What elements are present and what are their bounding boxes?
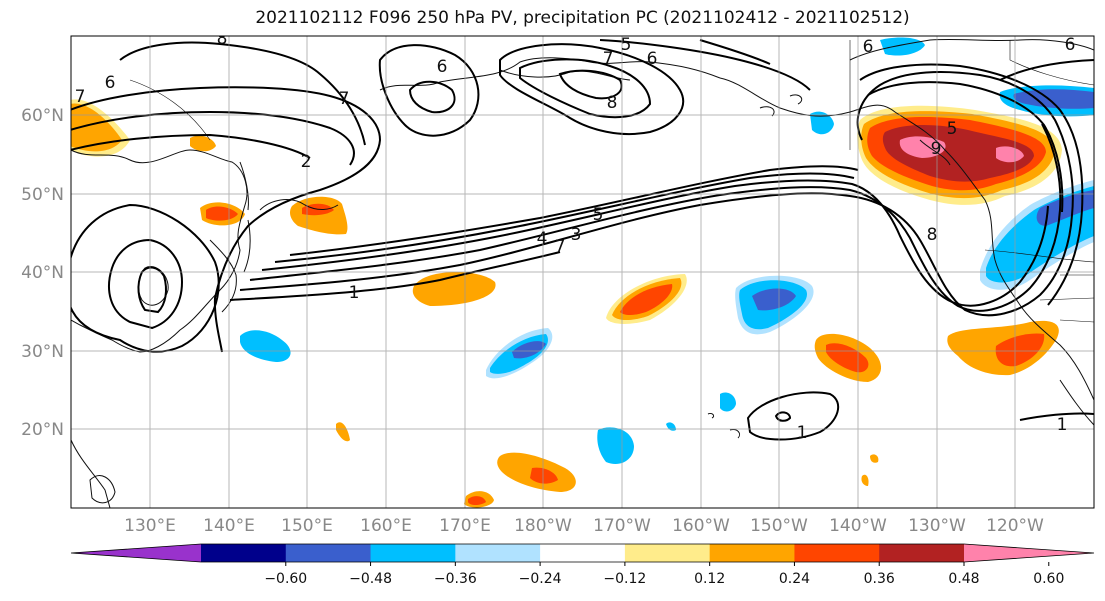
lon-label: 150°W [750,516,808,536]
lat-label-20n: 20°N [21,420,64,440]
contour-label: 1 [349,283,360,303]
pv-contours [71,39,1094,441]
colorbar-swatch [879,544,965,562]
colorbar-tick-label: 0.24 [779,571,810,587]
colorbar-swatch [285,544,372,562]
contour-label: 6 [105,73,116,93]
contour-label: 5 [621,35,632,55]
colorbar-tick-label: 0.48 [948,571,979,587]
contour-label: 6 [437,57,448,77]
contour-label: 7 [339,89,350,109]
colorbar-tick-label: −0.60 [264,571,307,587]
contour-label: 7 [75,87,86,107]
contour-label: 1 [797,423,808,443]
lon-label: 160°E [360,516,412,536]
colorbar: −0.60 −0.48 −0.36 −0.24 −0.12 0.12 0.24 0.36 0.4… [70,543,1095,587]
colorbar-tick-label: 0.60 [1033,571,1064,587]
contour-label: 9 [931,139,942,159]
lon-label: 140°W [829,516,887,536]
colorbar-swatch [794,544,880,562]
contour-label: 4 [537,229,548,249]
colorbar-tick-label: −0.24 [519,571,562,587]
contour-label: 7 [603,49,614,69]
lon-label: 170°W [593,516,651,536]
colorbar-swatch [709,544,795,562]
colorbar-tick-label: 0.12 [694,571,725,587]
map-title: 2021102112 F096 250 hPa PV, precipitatio… [255,8,910,28]
lon-label: 150°E [281,516,333,536]
colorbar-extension-high [964,544,1094,562]
lat-label-50n: 50°N [21,185,64,205]
contour-label: 8 [217,29,228,49]
lon-label: 180°W [514,516,572,536]
colorbar-tick-label: −0.36 [434,571,477,587]
contour-label: 1 [1057,415,1068,435]
lon-label: 130°W [908,516,966,536]
map-area: 8 6 7 2 6 7 8 5 6 7 6 4 3 5 7 1 8 5 9 1 … [71,29,1094,508]
contour-labels: 8 6 7 2 6 7 8 5 6 7 6 4 3 5 7 1 8 5 9 1 … [75,29,1076,443]
graticule [71,36,1094,508]
contour-label: 3 [571,225,582,245]
longitude-labels: 130°E 140°E 150°E 160°E 170°E 180°W 170°… [124,516,1044,536]
contour-label: 8 [927,225,938,245]
colorbar-tick-label: −0.12 [603,571,646,587]
lon-label: 160°W [672,516,730,536]
colorbar-tick-label: −0.48 [349,571,392,587]
lat-label-40n: 40°N [21,263,64,283]
contour-label: 2 [301,152,312,172]
contour-label: 5 [947,119,958,139]
contour-label: 6 [647,49,658,69]
lat-label-30n: 30°N [21,342,64,362]
colorbar-extension-low [71,544,201,562]
colorbar-swatch [201,544,287,562]
latitude-labels: 60°N 50°N 40°N 30°N 20°N [21,106,64,440]
colorbar-swatch [370,544,456,562]
lon-label: 120°W [986,516,1044,536]
contour-label: 7 [555,237,566,257]
colorbar-swatch [540,544,626,562]
colorbar-swatch [624,544,711,562]
colorbar-tick-label: 0.36 [864,571,895,587]
map-frame [70,35,1095,509]
contour-label: 5 [593,205,604,225]
contour-label: 6 [1065,35,1076,55]
lon-label: 130°E [124,516,176,536]
colorbar-swatch [455,544,541,562]
lat-label-60n: 60°N [21,106,64,126]
lon-label: 140°E [203,516,255,536]
contour-label: 8 [607,93,618,113]
lon-label: 170°E [439,516,491,536]
country-borders [129,40,1094,323]
contour-label: 6 [863,37,874,57]
precip-negative-areas [240,37,1094,465]
colorbar-outline [70,543,1095,563]
